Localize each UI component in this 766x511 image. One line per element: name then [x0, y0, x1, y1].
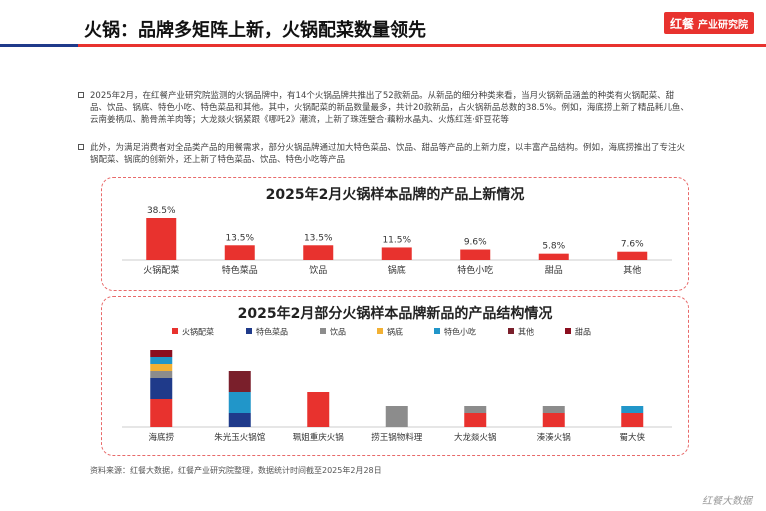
bar-segment-饮品 — [385, 406, 408, 427]
bar-segment-火锅配菜 — [150, 399, 173, 427]
legend-label: 锅底 — [387, 327, 403, 337]
legend-swatch-特色小吃 — [434, 328, 440, 334]
bar-特色菜品 — [224, 245, 255, 260]
header-rule-accent — [0, 44, 78, 47]
bar-segment-特色菜品 — [228, 413, 251, 427]
bar-饮品 — [303, 245, 334, 260]
x-tick-label: 蜀大侠 — [619, 432, 645, 443]
bar-segment-特色菜品 — [150, 378, 173, 399]
x-tick-label: 火锅配菜 — [143, 264, 179, 276]
x-tick-label: 珮姐重庆火锅 — [293, 432, 344, 443]
bar-锅底 — [381, 247, 412, 260]
legend-label: 甜品 — [575, 327, 591, 337]
bar-火锅配菜 — [146, 218, 177, 260]
legend-label: 饮品 — [330, 327, 346, 337]
legend-swatch-其他 — [508, 328, 514, 334]
legend-label: 特色菜品 — [256, 327, 288, 337]
bar-segment-饮品 — [150, 371, 173, 378]
data-label: 38.5% — [147, 206, 176, 216]
x-tick-label: 海底捞 — [148, 432, 174, 443]
chart1-title: 2025年2月火锅样本品牌的产品上新情况 — [265, 187, 525, 203]
paragraph-1-text: 2025年2月，在红餐产业研究院监测的火锅品牌中，有14个火锅品牌共推出了52款… — [90, 91, 689, 125]
data-label: 7.6% — [621, 240, 644, 250]
legend-label: 特色小吃 — [444, 327, 476, 337]
legend-label: 火锅配菜 — [182, 327, 214, 337]
page-title: 火锅：品牌多矩阵上新，火锅配菜数量领先 — [84, 20, 426, 41]
x-tick-label: 甜品 — [545, 264, 563, 276]
footer-brand: 红餐大数据 — [702, 496, 752, 507]
bar-特色小吃 — [460, 249, 491, 260]
x-tick-label: 特色菜品 — [222, 264, 258, 276]
brand-label: 产业研究院 — [698, 19, 748, 31]
bar-segment-火锅配菜 — [542, 413, 565, 427]
data-label: 5.8% — [542, 242, 565, 252]
bar-segment-火锅配菜 — [621, 413, 644, 427]
x-tick-label: 大龙燚火锅 — [454, 432, 497, 443]
paragraph-2: 此外，为满足消费者对全品类产品的用餐需求，部分火锅品牌通过加大特色菜品、饮品、甜… — [78, 142, 690, 166]
data-label: 11.5% — [382, 235, 411, 245]
bar-segment-特色小吃 — [621, 406, 644, 413]
legend-swatch-锅底 — [377, 328, 383, 334]
x-tick-label: 锅底 — [388, 264, 406, 276]
legend-swatch-特色菜品 — [246, 328, 252, 334]
data-label: 9.6% — [464, 238, 487, 248]
bar-segment-火锅配菜 — [307, 392, 330, 427]
legend-swatch-甜品 — [565, 328, 571, 334]
x-tick-label: 特色小吃 — [457, 264, 493, 276]
legend-swatch-火锅配菜 — [172, 328, 178, 334]
x-tick-label: 捞王锅物料理 — [371, 432, 423, 443]
bar-segment-饮品 — [464, 406, 487, 413]
legend-swatch-饮品 — [320, 328, 326, 334]
x-tick-label: 其他 — [623, 264, 641, 276]
bullet-icon — [78, 144, 84, 150]
bar-segment-特色小吃 — [228, 392, 251, 413]
bar-甜品 — [538, 253, 569, 260]
data-label: 13.5% — [225, 233, 254, 243]
bar-segment-火锅配菜 — [464, 413, 487, 427]
x-tick-label: 朱光玉火锅馆 — [214, 432, 265, 443]
data-label: 13.5% — [304, 233, 333, 243]
bar-segment-锅底 — [150, 364, 173, 371]
product-structure-panel: 2025年2月部分火锅样本品牌新品的产品结构情况 火锅配菜 特色菜品 饮品 锅底 特色小… — [101, 296, 689, 456]
new-products-panel: 2025年2月火锅样本品牌的产品上新情况 38.5% 火锅配菜 13.5% 特色菜品 1… — [101, 177, 689, 291]
paragraph-2-text: 此外，为满足消费者对全品类产品的用餐需求，部分火锅品牌通过加大特色菜品、饮品、甜… — [90, 143, 686, 165]
bar-其他 — [617, 251, 648, 260]
x-tick-label: 饮品 — [309, 264, 327, 276]
bullet-icon — [78, 92, 84, 98]
chart2-title: 2025年2月部分火锅样本品牌新品的产品结构情况 — [237, 306, 553, 322]
source-note: 资料来源：红餐大数据，红餐产业研究院整理，数据统计时间截至2025年2月28日 — [90, 466, 382, 475]
brand-badge: 红餐 产业研究院 — [663, 12, 754, 34]
bar-segment-特色小吃 — [150, 357, 173, 364]
new-products-bar-chart: 38.5% 火锅配菜 13.5% 特色菜品 13.5% 饮品 11.5% 锅底 9.6% 特色小吃… — [122, 206, 672, 276]
bar-segment-甜品 — [150, 350, 173, 357]
paragraph-1: 2025年2月，在红餐产业研究院监测的火锅品牌中，有14个火锅品牌共推出了52款… — [78, 90, 690, 126]
header-rule — [0, 44, 766, 47]
x-tick-label: 湊湊火锅 — [537, 432, 571, 443]
legend-label: 其他 — [518, 327, 534, 337]
bar-segment-饮品 — [542, 406, 565, 413]
brand-logo: 红餐 — [669, 16, 694, 31]
bar-segment-其他 — [228, 371, 251, 392]
